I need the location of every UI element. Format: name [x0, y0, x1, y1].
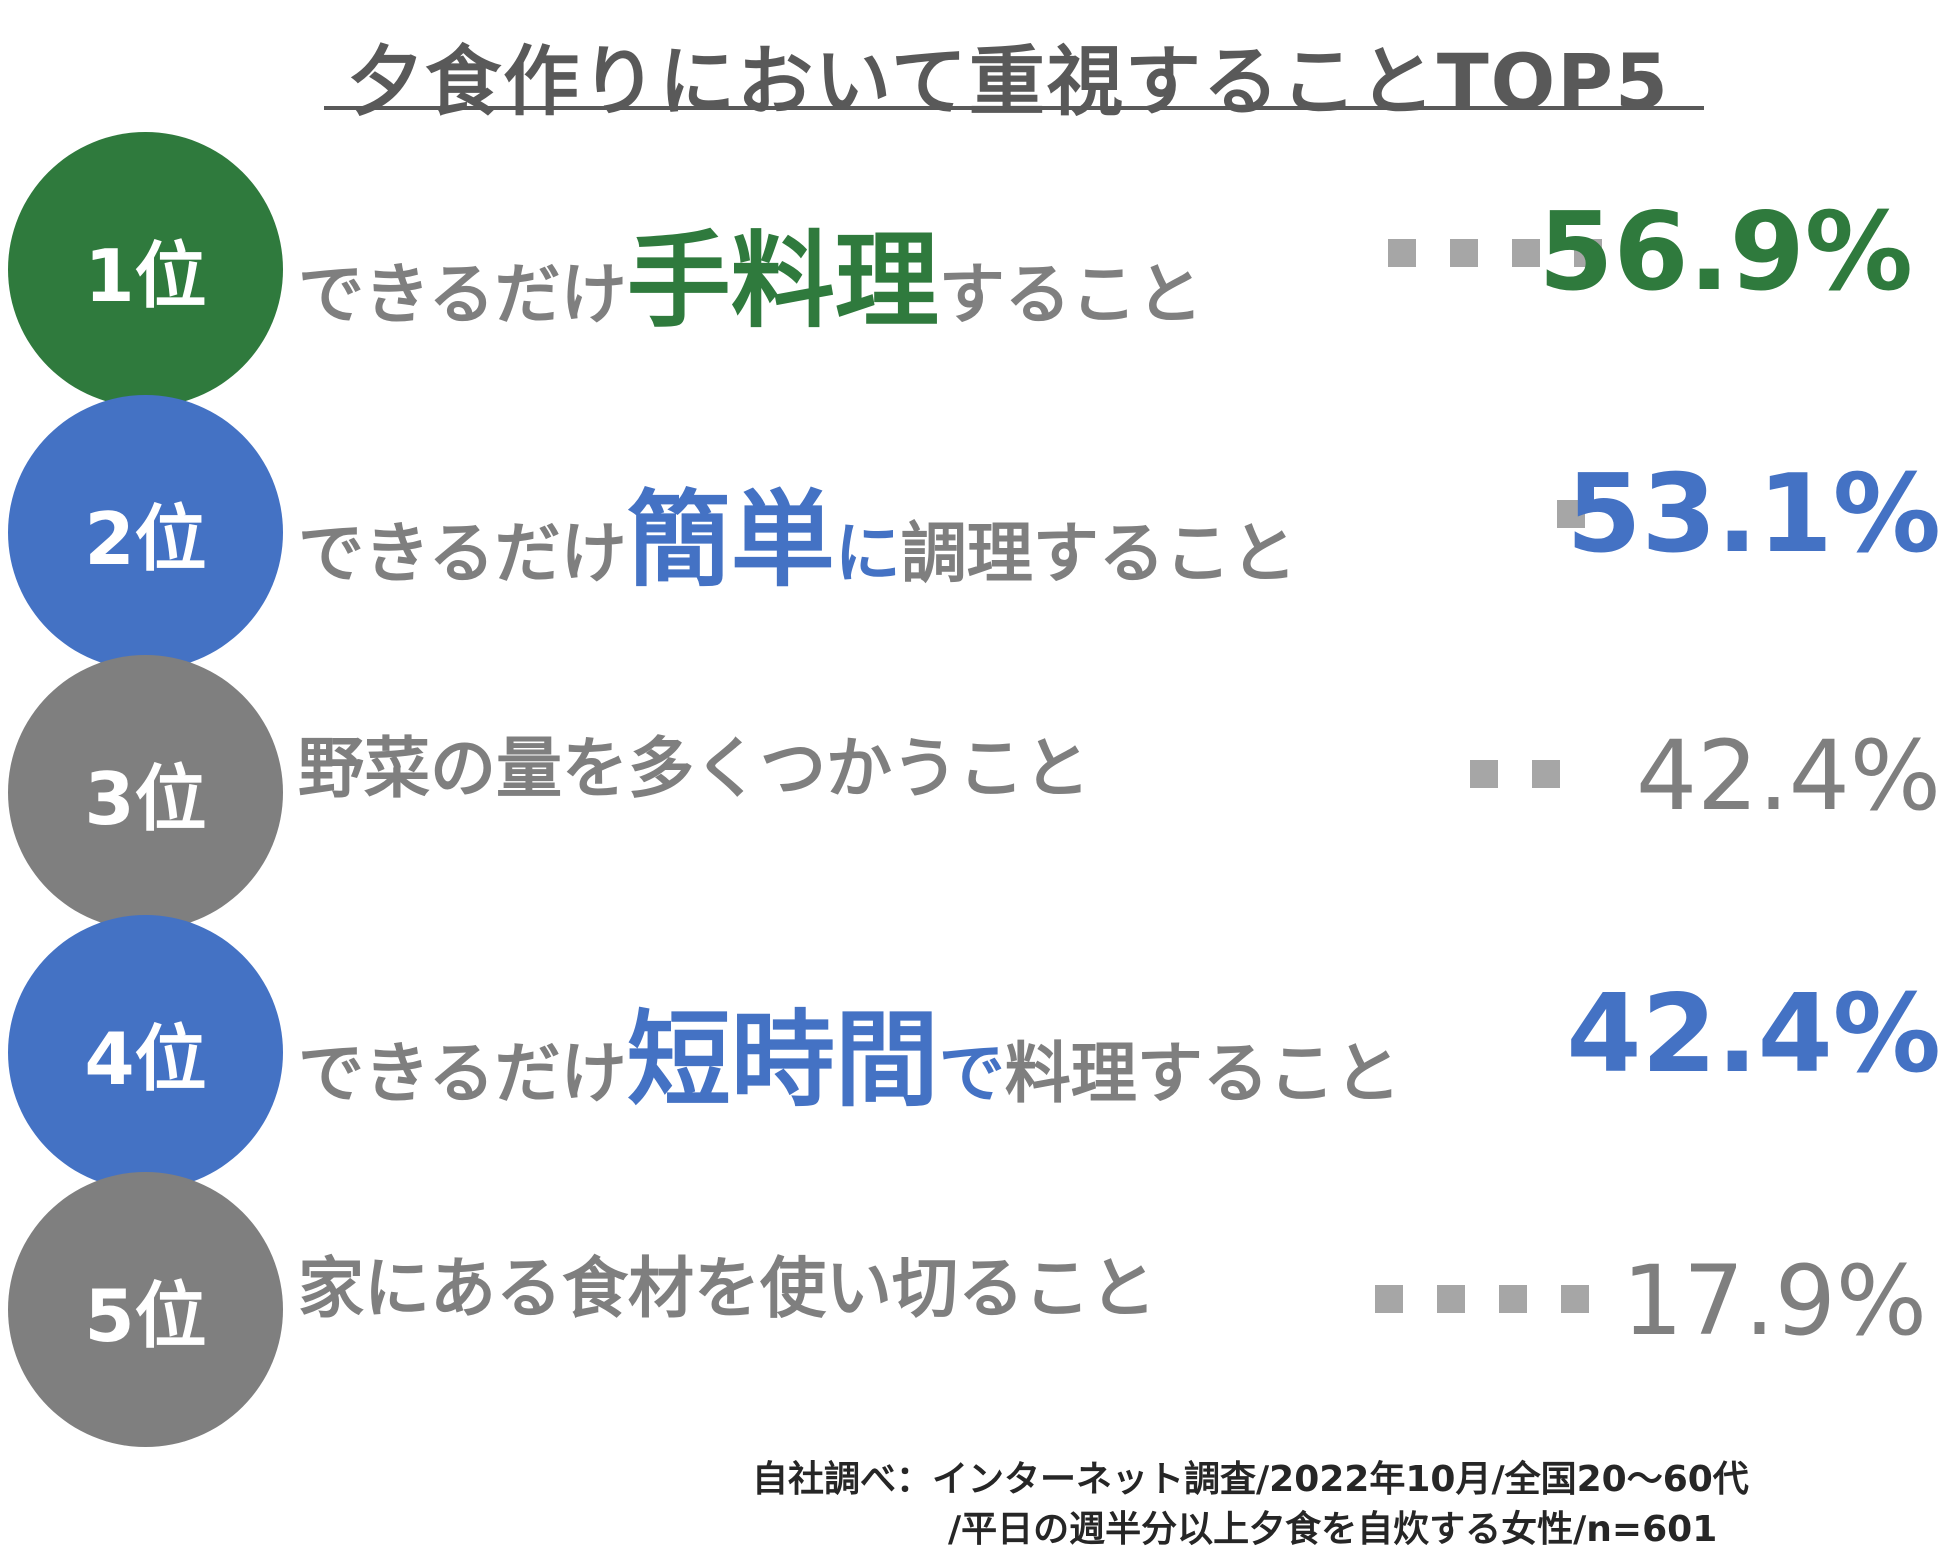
- source-note-line2: /平日の週半分以上夕食を自炊する女性/n=601: [948, 1509, 1718, 1550]
- item-label-4-post-emph: で: [938, 1035, 1005, 1112]
- item-label-3-pre: 野菜の量を多くつかうこと: [298, 730, 1090, 807]
- rank-badge-3: 3位: [8, 655, 283, 930]
- leader-dot: [1512, 239, 1540, 267]
- value-label-2: 53.1%: [1566, 452, 1941, 577]
- leader-dots-3: [1470, 760, 1560, 788]
- rank-badge-4: 4位: [8, 915, 283, 1190]
- item-label-5-pre: 家にある食材を使い切ること: [298, 1250, 1156, 1327]
- leader-dot: [1450, 239, 1478, 267]
- item-label-4-post: 料理すること: [1004, 1035, 1401, 1112]
- value-label-4: 42.4%: [1566, 972, 1941, 1097]
- source-note-line1: 自社調べ：インターネット調査/2022年10月/全国20～60代: [752, 1459, 1749, 1500]
- leader-dots-1: [1388, 239, 1602, 267]
- item-label-4: できるだけ 短時間 で 料理すること: [298, 975, 1401, 1121]
- item-label-1-post: すること: [938, 256, 1203, 333]
- value-label-3: 42.4%: [1636, 720, 1941, 832]
- item-label-1-emph: 手料理: [626, 220, 939, 342]
- leader-dot: [1532, 760, 1560, 788]
- leader-dot: [1499, 1285, 1527, 1313]
- item-label-2-pre: できるだけ: [298, 515, 627, 592]
- value-label-1: 56.9%: [1538, 190, 1913, 315]
- chart-title: 夕食作りにおいて重視することTOP5: [347, 37, 1670, 126]
- item-label-5: 家にある食材を使い切ること: [298, 1235, 1156, 1375]
- title-underline: [324, 106, 1704, 110]
- item-label-1-pre: できるだけ: [298, 256, 627, 333]
- leader-dot: [1557, 500, 1585, 528]
- item-label-4-emph: 短時間: [626, 999, 939, 1121]
- leader-dot: [1437, 1285, 1465, 1313]
- leader-dot: [1375, 1285, 1403, 1313]
- leader-dot: [1470, 760, 1498, 788]
- source-note: 自社調べ：インターネット調査/2022年10月/全国20～60代 /平日の週半分…: [752, 1455, 1749, 1555]
- leader-dots-5: [1375, 1285, 1589, 1313]
- value-label-5: 17.9%: [1622, 1245, 1927, 1357]
- leader-dot: [1561, 1285, 1589, 1313]
- item-label-1: できるだけ 手料理 すること: [298, 196, 1203, 342]
- item-label-2-post-emph: に: [834, 515, 901, 592]
- item-label-2-post: 調理すること: [900, 515, 1297, 592]
- item-label-2: できるだけ 簡単 に 調理すること: [298, 455, 1297, 601]
- item-label-2-emph: 簡単: [626, 479, 835, 601]
- leader-dot: [1388, 239, 1416, 267]
- rank-badge-1: 1位: [8, 132, 283, 407]
- rank-badge-5: 5位: [8, 1172, 283, 1447]
- item-label-3: 野菜の量を多くつかうこと: [298, 715, 1090, 855]
- leader-dot: [1574, 239, 1602, 267]
- leader-dots-2: [1557, 500, 1585, 528]
- item-label-4-pre: できるだけ: [298, 1035, 627, 1112]
- rank-badge-2: 2位: [8, 395, 283, 670]
